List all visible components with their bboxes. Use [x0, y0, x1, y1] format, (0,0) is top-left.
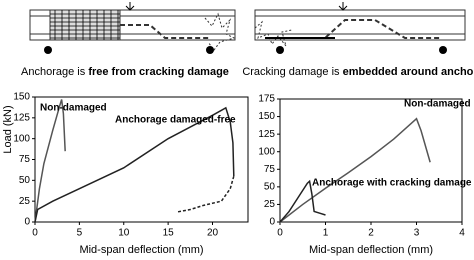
x-tick-label: 2 — [368, 228, 374, 239]
support — [206, 46, 214, 54]
y-tick-label: 150 — [258, 111, 275, 122]
y-tick-label: 75 — [19, 154, 31, 165]
y-tick-label: 125 — [13, 112, 30, 123]
y-tick-label: 150 — [13, 92, 30, 103]
annotation: Anchorage with cracking damage — [312, 178, 472, 189]
schematic-right — [254, 2, 466, 47]
x-tick-label: 0 — [32, 228, 38, 239]
x-tick-label: 5 — [77, 228, 83, 239]
caption: Cracking damage is embedded around ancho… — [242, 66, 474, 78]
data-line — [176, 175, 235, 213]
x-tick-label: 3 — [414, 228, 420, 239]
y-tick-label: 0 — [269, 217, 275, 228]
x-tick-label: 10 — [118, 228, 130, 239]
caption-emphasis: free from cracking damage — [88, 66, 229, 78]
data-line — [34, 99, 66, 223]
y-axis-title: Load (kN) — [2, 105, 14, 153]
annotation: Anchorage damaged-free — [115, 115, 236, 126]
support — [276, 46, 284, 54]
schematic-left — [29, 2, 236, 51]
y-tick-label: 125 — [258, 129, 275, 140]
x-tick-label: 15 — [163, 228, 175, 239]
y-tick-label: 50 — [264, 181, 276, 192]
caption-text: Anchorage is — [21, 66, 88, 78]
caption: Anchorage is free from cracking damage — [21, 66, 229, 78]
caption-emphasis: embedded around anchor — [343, 66, 474, 78]
x-tick-label: 1 — [323, 228, 329, 239]
y-tick-label: 100 — [258, 146, 275, 157]
y-tick-label: 0 — [24, 217, 30, 228]
data-line — [279, 179, 326, 223]
y-tick-label: 100 — [13, 133, 30, 144]
y-tick-label: 25 — [264, 199, 276, 210]
y-tick-label: 50 — [19, 175, 31, 186]
annotation: Non-damaged — [404, 99, 471, 110]
x-tick-label: 0 — [277, 228, 283, 239]
x-tick-label: 20 — [207, 228, 219, 239]
y-tick-label: 175 — [258, 94, 275, 105]
x-axis-title: Mid-span deflection (mm) — [309, 244, 433, 256]
data-line — [279, 117, 431, 223]
x-axis-title: Mid-span deflection (mm) — [79, 244, 203, 256]
caption-text: Cracking damage is — [242, 66, 342, 78]
plot-frame — [279, 98, 463, 223]
support — [439, 46, 447, 54]
y-tick-label: 75 — [264, 164, 276, 175]
data-line — [34, 106, 235, 223]
annotation: Non-damaged — [40, 103, 107, 114]
y-tick-label: 25 — [19, 196, 31, 207]
support — [44, 46, 52, 54]
x-tick-label: 4 — [459, 228, 465, 239]
